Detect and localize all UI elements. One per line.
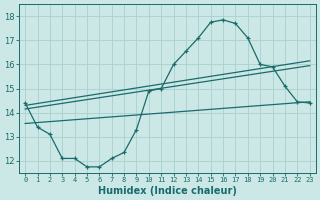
X-axis label: Humidex (Indice chaleur): Humidex (Indice chaleur) [98, 186, 237, 196]
